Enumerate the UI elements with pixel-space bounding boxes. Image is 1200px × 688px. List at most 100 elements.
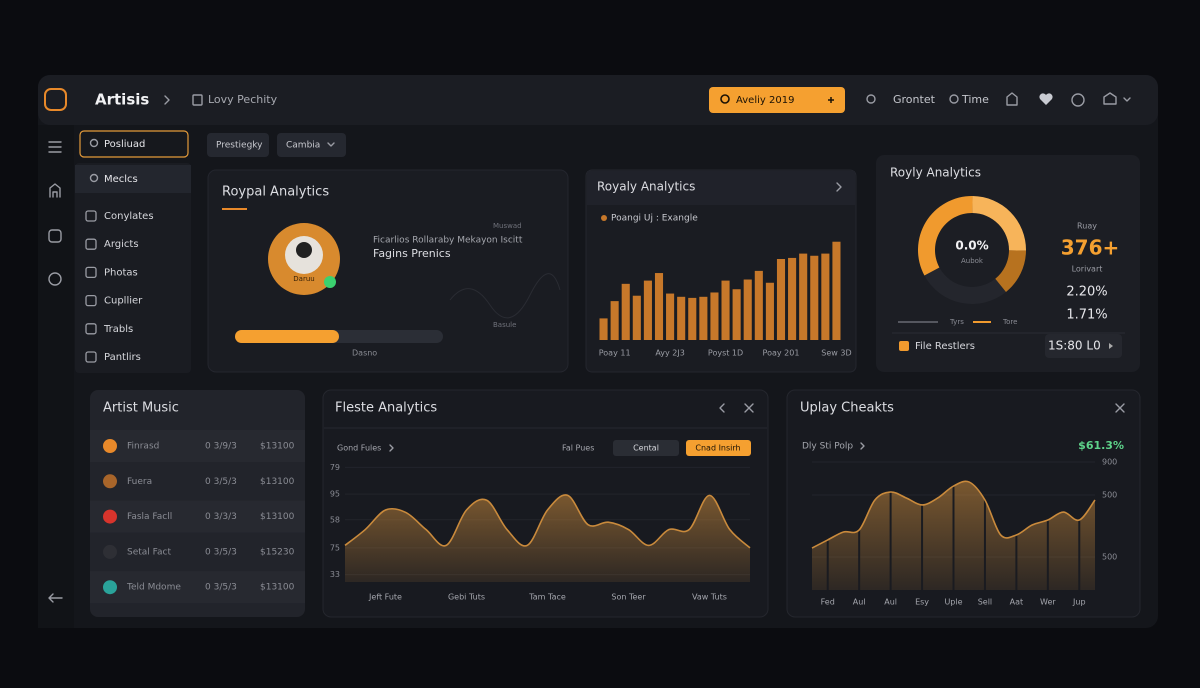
file-icon bbox=[899, 341, 909, 351]
profile-text: Ficarlios Rollaraby Mekayon Iscitt bbox=[373, 236, 523, 246]
card-title: Roypal Analytics bbox=[222, 185, 329, 200]
globe-icon[interactable] bbox=[1071, 93, 1085, 107]
x-tick-label: Poyst 1D bbox=[708, 349, 743, 358]
row-avatar bbox=[103, 509, 117, 524]
top-bar bbox=[38, 75, 1158, 125]
users-icon[interactable] bbox=[49, 183, 61, 198]
x-tick-label: Wer bbox=[1040, 598, 1056, 607]
filter-text: Dly Sti Polp bbox=[802, 442, 853, 452]
nav-search-text: Posliuad bbox=[104, 139, 145, 150]
row-name: Setal Fact bbox=[127, 547, 171, 557]
x-tick-label: Sell bbox=[978, 598, 992, 607]
bar bbox=[810, 255, 819, 340]
bar bbox=[754, 270, 763, 340]
close-icon[interactable] bbox=[744, 403, 754, 413]
toggle-button-active[interactable] bbox=[686, 440, 751, 456]
donut-center-label: Aubok bbox=[961, 257, 984, 265]
filter-dropdown[interactable] bbox=[277, 133, 346, 157]
profile-note: Basule bbox=[493, 321, 516, 329]
x-tick-label: Vaw Tuts bbox=[692, 593, 727, 602]
legend-swatch bbox=[601, 215, 607, 221]
x-tick-label: Gebi Tuts bbox=[448, 593, 485, 602]
toggle-button[interactable] bbox=[613, 440, 679, 456]
search-link-icon[interactable] bbox=[866, 94, 876, 104]
globe-side-icon[interactable] bbox=[48, 272, 62, 286]
stat-sub: Lorivart bbox=[1072, 265, 1103, 274]
y-tick-label: 79 bbox=[330, 463, 340, 472]
brand: Artisis bbox=[95, 91, 149, 109]
x-tick-label: Uple bbox=[944, 598, 962, 607]
logo[interactable] bbox=[44, 88, 67, 111]
time-link-icon[interactable] bbox=[949, 94, 959, 104]
prev-icon[interactable] bbox=[719, 403, 725, 413]
bar bbox=[666, 293, 675, 340]
breadcrumb: Lovy Pechity bbox=[208, 93, 278, 106]
sidebar bbox=[38, 125, 74, 628]
heart-icon[interactable] bbox=[1039, 93, 1053, 105]
row-amount: $15230 bbox=[260, 547, 295, 557]
bar bbox=[743, 279, 752, 340]
nav-item: Cupllier bbox=[104, 296, 143, 307]
bar bbox=[821, 253, 830, 340]
bar bbox=[643, 280, 652, 340]
nav-active-row[interactable] bbox=[75, 165, 191, 193]
filter-chip[interactable] bbox=[207, 133, 269, 157]
row-value: 0 3/5/3 bbox=[205, 547, 237, 557]
y-tick-label: 58 bbox=[330, 515, 340, 524]
y-tick-label: 500 bbox=[1102, 553, 1117, 562]
row-amount: $13100 bbox=[260, 512, 295, 522]
x-tick-label: Poay 11 bbox=[599, 349, 631, 358]
top-link: Grontet bbox=[893, 93, 936, 106]
stat-value: 376+ bbox=[1061, 236, 1120, 260]
nav-item: Trabls bbox=[103, 324, 133, 335]
profile-note: Muswad bbox=[493, 222, 522, 230]
donut-segment bbox=[995, 250, 1026, 292]
account-menu[interactable] bbox=[1103, 92, 1131, 105]
footer-label: File Restlers bbox=[915, 341, 975, 352]
y-tick-label: 75 bbox=[330, 543, 340, 552]
avatar-label: Daruu bbox=[293, 275, 314, 283]
nav-search[interactable] bbox=[79, 130, 189, 158]
value-box bbox=[1045, 334, 1122, 358]
legend-label: Tore bbox=[1002, 318, 1017, 326]
nav-search-icon bbox=[89, 138, 99, 148]
nav-item: Pantlirs bbox=[104, 352, 141, 363]
row-amount: $13100 bbox=[260, 583, 295, 593]
x-tick-label: Jeft Fute bbox=[368, 593, 402, 602]
donut-segment bbox=[917, 195, 973, 276]
row-amount: $13100 bbox=[260, 477, 295, 487]
bar-card-chevron[interactable] bbox=[836, 182, 842, 192]
bar bbox=[621, 283, 630, 340]
legend-label: Poangi Uj : Exangle bbox=[611, 214, 698, 224]
row-avatar bbox=[103, 544, 117, 559]
filter-chevron bbox=[389, 444, 394, 452]
bar bbox=[732, 289, 741, 340]
stat-rate: 2.20% bbox=[1066, 285, 1107, 300]
play-icon[interactable] bbox=[1109, 343, 1113, 349]
row-name: Teld Mdome bbox=[126, 583, 181, 593]
bar bbox=[776, 259, 786, 340]
x-tick-label: Jup bbox=[1072, 598, 1086, 607]
row-avatar bbox=[103, 439, 117, 453]
instagram-icon[interactable] bbox=[48, 229, 62, 243]
search-button[interactable] bbox=[709, 87, 845, 113]
bar-card-header bbox=[587, 171, 855, 205]
y-tick-label: 33 bbox=[330, 570, 340, 579]
card-title: Artist Music bbox=[103, 401, 179, 416]
row-value: 0 3/5/3 bbox=[205, 477, 237, 487]
menu-icon[interactable] bbox=[48, 141, 62, 153]
bar bbox=[832, 241, 841, 340]
plus-icon bbox=[828, 97, 834, 103]
bar bbox=[610, 301, 619, 340]
nav-active-icon bbox=[89, 173, 99, 183]
card-title: Royaly Analytics bbox=[597, 180, 695, 194]
top-link: Time bbox=[961, 93, 989, 106]
progress-label: Dasno bbox=[352, 349, 377, 358]
close-icon[interactable] bbox=[1115, 403, 1125, 413]
donut-segment bbox=[972, 196, 1026, 251]
x-tick-label: Aul bbox=[884, 598, 897, 607]
building-icon[interactable] bbox=[1006, 92, 1018, 106]
bar bbox=[677, 296, 686, 340]
back-icon[interactable] bbox=[48, 593, 63, 603]
bar bbox=[799, 253, 808, 340]
